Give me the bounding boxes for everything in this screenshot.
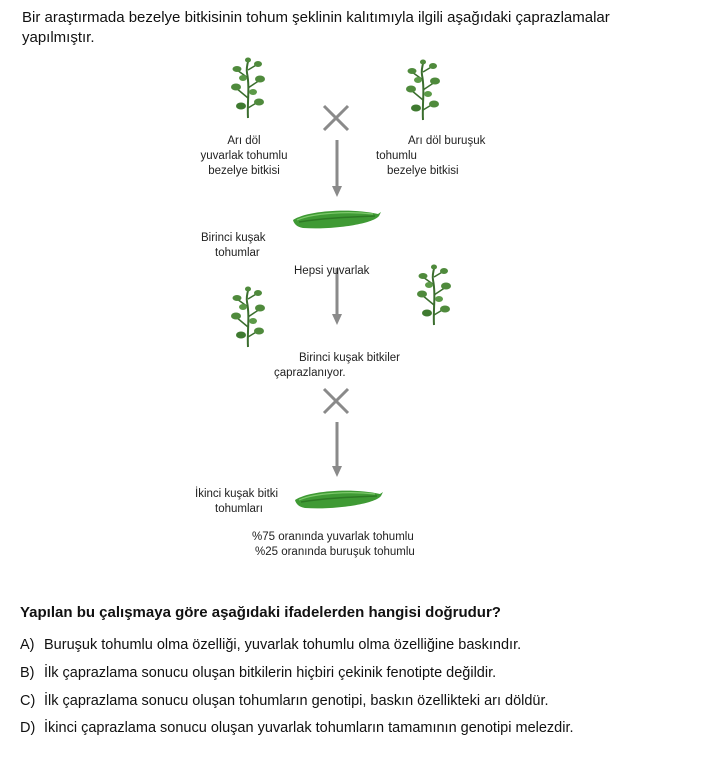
option-text: Buruşuk tohumlu olma özelliği, yuvarlak …	[44, 637, 521, 653]
f2-seeds-label: İkinci kuşak bitki tohumları	[195, 487, 305, 517]
pea-plant-icon-f1-right	[414, 265, 456, 329]
option-text: İkinci çaprazlama sonucu oluşan yuvarlak…	[44, 720, 574, 736]
parent-right-label: Arı döl buruşuk tohumlu bezelye bitkisi	[376, 134, 516, 179]
f1-seeds-label: Birinci kuşak tohumlar	[201, 231, 301, 261]
option-b[interactable]: B) İlk çaprazlama sonucu oluşan bitkileri…	[20, 665, 496, 681]
pea-plant-icon-right-parent	[403, 60, 445, 124]
f1-result-label: Hepsi yuvarlak	[294, 264, 369, 279]
intro-line-1: Bir araştırmada bezelye bitkisinin tohum…	[22, 8, 692, 28]
parent-left-label: Arı döl yuvarlak tohumlu bezelye bitkisi	[184, 134, 304, 179]
option-c[interactable]: C) İlk çaprazlama sonucu oluşan tohumları…	[20, 693, 549, 709]
intro-line-2: yapılmıştır.	[22, 28, 692, 48]
intro-text: Bir araştırmada bezelye bitkisinin tohum…	[22, 8, 692, 48]
option-text: İlk çaprazlama sonucu oluşan bitkilerin …	[44, 665, 496, 681]
f1-cross-label: Birinci kuşak bitkiler çaprazlanıyor.	[274, 351, 474, 381]
option-letter: A)	[20, 637, 44, 653]
option-letter: D)	[20, 720, 44, 736]
pea-plant-icon-f1-left	[228, 287, 270, 351]
down-arrow-icon-3	[331, 422, 343, 480]
option-a[interactable]: A) Buruşuk tohumlu olma özelliği, yuvarla…	[20, 637, 521, 653]
cross-icon-second	[324, 389, 350, 415]
option-letter: B)	[20, 665, 44, 681]
pea-pod-icon-f1	[293, 208, 383, 232]
pea-pod-icon-f2	[295, 488, 385, 512]
option-letter: C)	[20, 693, 44, 709]
option-d[interactable]: D) İkinci çaprazlama sonucu oluşan yuvarl…	[20, 720, 574, 736]
down-arrow-icon-1	[331, 140, 343, 198]
question-text: Yapılan bu çalışmaya göre aşağıdaki ifad…	[20, 604, 501, 621]
pea-plant-icon-left-parent	[228, 58, 270, 122]
option-text: İlk çaprazlama sonucu oluşan tohumların …	[44, 693, 549, 709]
cross-icon-first	[324, 106, 350, 132]
f2-result-label: %75 oranında yuvarlak tohumlu %25 oranın…	[252, 530, 512, 560]
